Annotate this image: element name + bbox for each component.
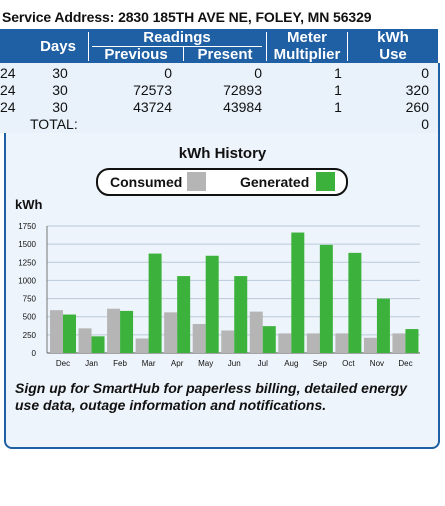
bar-consumed bbox=[392, 333, 406, 353]
days-cell: 30 bbox=[52, 99, 68, 115]
bar-consumed bbox=[363, 337, 377, 353]
usage-table-body: 24 30 0 0 1 0 24 30 72573 72893 1 320 24… bbox=[0, 63, 440, 133]
date-cell: 24 bbox=[0, 99, 16, 115]
x-tick-label: Dec bbox=[56, 359, 70, 368]
present-cell: 72893 bbox=[223, 82, 262, 98]
bar-generated bbox=[91, 336, 105, 353]
y-tick-label: 1250 bbox=[18, 258, 36, 267]
date-cell: 24 bbox=[0, 82, 16, 98]
use-cell: 320 bbox=[405, 82, 429, 98]
x-tick-label: Jun bbox=[228, 359, 241, 368]
legend-generated-label: Generated bbox=[240, 174, 310, 190]
present-cell: 0 bbox=[254, 65, 262, 81]
bar-consumed bbox=[135, 338, 149, 353]
bar-generated bbox=[262, 326, 276, 353]
chart-legend: Consumed Generated bbox=[96, 168, 348, 196]
usage-table-header: Days Readings Previous Present Meter Mul… bbox=[0, 29, 438, 63]
y-tick-label: 1500 bbox=[18, 240, 36, 249]
bar-consumed bbox=[164, 312, 178, 353]
x-tick-label: Jan bbox=[85, 359, 98, 368]
bar-generated bbox=[148, 253, 162, 353]
x-tick-label: Oct bbox=[342, 359, 355, 368]
bar-generated bbox=[63, 314, 76, 353]
multiplier-cell: 1 bbox=[334, 82, 342, 98]
legend-consumed-swatch bbox=[187, 172, 206, 191]
bar-consumed bbox=[50, 310, 63, 353]
total-value: 0 bbox=[421, 116, 429, 132]
bar-consumed bbox=[107, 308, 121, 353]
present-cell: 43984 bbox=[223, 99, 262, 115]
bar-consumed bbox=[278, 333, 292, 353]
bar-consumed bbox=[221, 330, 235, 353]
y-tick-label: 1000 bbox=[18, 276, 36, 285]
multiplier-cell: 1 bbox=[334, 65, 342, 81]
bar-consumed bbox=[192, 323, 206, 353]
previous-cell: 72573 bbox=[133, 82, 172, 98]
present-header: Present bbox=[197, 46, 253, 63]
bar-generated bbox=[177, 276, 191, 353]
total-label: TOTAL: bbox=[30, 116, 78, 132]
x-tick-label: Jul bbox=[258, 359, 268, 368]
x-tick-label: Feb bbox=[113, 359, 127, 368]
divider bbox=[92, 46, 262, 47]
x-tick-label: Dec bbox=[398, 359, 412, 368]
x-tick-label: Apr bbox=[171, 359, 184, 368]
multiplier-header: Multiplier bbox=[273, 46, 341, 63]
bar-generated bbox=[376, 298, 390, 353]
chart-title: kWh History bbox=[178, 145, 267, 162]
bar-generated bbox=[205, 255, 219, 353]
smarthub-note: Sign up for SmartHub for paperless billi… bbox=[15, 380, 408, 413]
readings-header: Readings bbox=[143, 29, 211, 46]
multiplier-cell: 1 bbox=[334, 99, 342, 115]
legend-generated-swatch bbox=[316, 172, 335, 191]
bar-generated bbox=[120, 310, 134, 353]
x-tick-label: Sep bbox=[313, 359, 328, 368]
y-tick-label: 250 bbox=[23, 331, 37, 340]
use-header: Use bbox=[379, 46, 407, 63]
x-tick-label: Nov bbox=[370, 359, 384, 368]
divider bbox=[266, 32, 267, 61]
bar-generated bbox=[319, 244, 333, 353]
days-header: Days bbox=[40, 38, 76, 55]
divider bbox=[183, 47, 184, 61]
service-address: Service Address: 2830 185TH AVE NE, FOLE… bbox=[2, 9, 372, 25]
date-cell: 24 bbox=[0, 65, 16, 81]
previous-header: Previous bbox=[104, 46, 168, 63]
x-tick-label: Aug bbox=[284, 359, 298, 368]
use-cell: 0 bbox=[421, 65, 429, 81]
bar-generated bbox=[291, 232, 305, 353]
use-cell: 260 bbox=[405, 99, 429, 115]
divider bbox=[88, 32, 89, 61]
days-cell: 30 bbox=[52, 82, 68, 98]
y-tick-label: 1750 bbox=[18, 222, 36, 231]
previous-cell: 43724 bbox=[133, 99, 172, 115]
days-cell: 30 bbox=[52, 65, 68, 81]
x-tick-label: May bbox=[198, 359, 213, 368]
legend-consumed-label: Consumed bbox=[110, 174, 183, 190]
divider bbox=[347, 32, 348, 61]
y-tick-label: 0 bbox=[32, 349, 37, 358]
y-axis-label: kWh bbox=[15, 197, 43, 212]
bar-consumed bbox=[78, 328, 92, 353]
bar-generated bbox=[405, 329, 419, 353]
y-tick-label: 750 bbox=[23, 295, 37, 304]
previous-cell: 0 bbox=[164, 65, 172, 81]
bar-generated bbox=[234, 276, 248, 353]
bar-generated bbox=[348, 252, 362, 353]
bar-consumed bbox=[249, 311, 263, 353]
y-tick-label: 500 bbox=[23, 313, 37, 322]
bar-consumed bbox=[306, 333, 320, 353]
meter-header: Meter bbox=[286, 29, 327, 46]
x-tick-label: Mar bbox=[142, 359, 156, 368]
bar-consumed bbox=[335, 333, 349, 353]
kwh-header: kWh bbox=[377, 29, 409, 46]
